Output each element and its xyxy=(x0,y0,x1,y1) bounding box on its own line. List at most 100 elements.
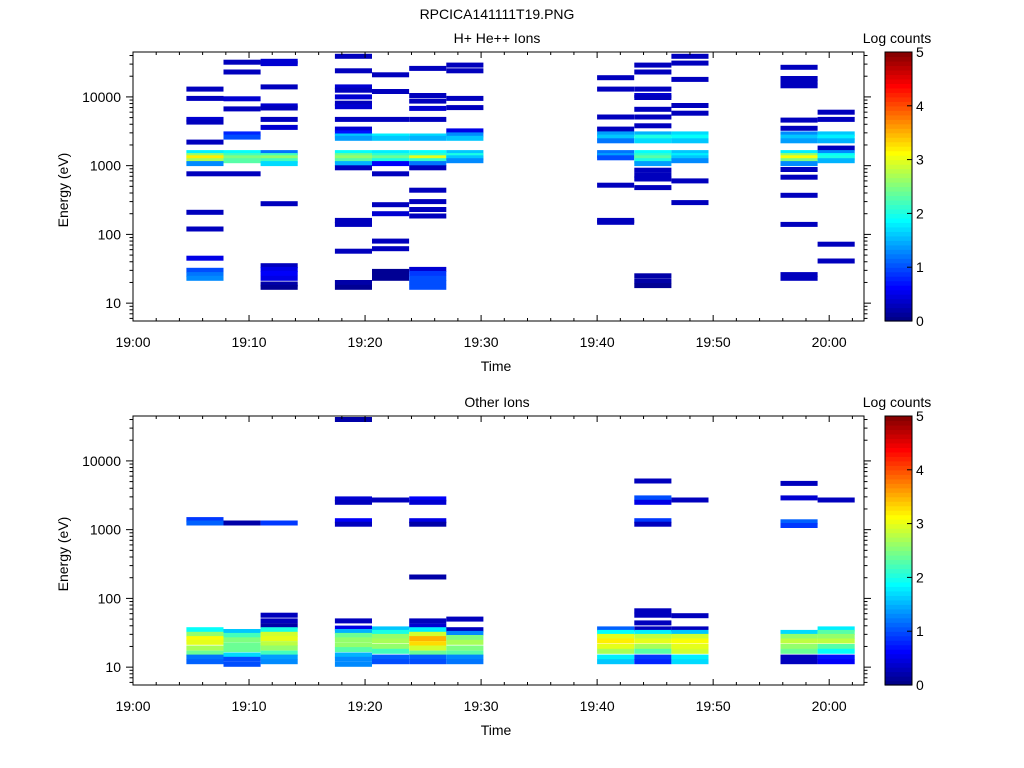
heatmap-cell xyxy=(372,202,410,208)
heatmap-cell xyxy=(634,158,672,164)
heatmap-cell xyxy=(446,132,484,138)
colorbar-tick-label: 5 xyxy=(916,408,924,424)
heatmap-cell xyxy=(334,116,372,122)
colorbar-swatch xyxy=(885,307,912,313)
heatmap-cell xyxy=(817,116,855,122)
heatmap-cell xyxy=(671,659,709,665)
heatmap-cell xyxy=(597,644,635,649)
heatmap-cell xyxy=(634,138,672,144)
heatmap-cell xyxy=(634,629,672,635)
heatmap-cell xyxy=(260,618,298,624)
heatmap-cell xyxy=(260,623,298,629)
heatmap-cell xyxy=(372,116,410,122)
heatmap-cell xyxy=(780,117,818,123)
colorbar-swatch xyxy=(885,483,912,489)
heatmap-cell xyxy=(186,155,224,161)
colorbar-swatch xyxy=(885,644,912,650)
heatmap-cell xyxy=(634,86,672,92)
heatmap-cell xyxy=(334,150,372,156)
x-tick-label: 20:00 xyxy=(812,698,847,714)
colorbar-swatch xyxy=(885,74,912,80)
heatmap-cell xyxy=(223,59,261,65)
heatmap-cell xyxy=(334,84,372,90)
heatmap-cell xyxy=(634,612,672,618)
heatmap-cell xyxy=(223,171,261,177)
heatmap-cell xyxy=(409,187,447,193)
heatmap-cell xyxy=(334,417,372,422)
heatmap-cell xyxy=(634,638,672,644)
heatmap-cell xyxy=(780,519,818,525)
colorbar-tick-label: 4 xyxy=(916,98,924,114)
heatmap-cell xyxy=(223,652,261,658)
heatmap-cell xyxy=(372,150,410,156)
heatmap-cell xyxy=(260,631,298,637)
heatmap-cell xyxy=(780,150,818,156)
heatmap-cell xyxy=(334,100,372,106)
colorbar-swatch xyxy=(885,119,912,125)
colorbar-swatch xyxy=(885,294,912,300)
heatmap-cell xyxy=(780,167,818,172)
colorbar-swatch xyxy=(885,563,912,570)
y-tick-label: 1000 xyxy=(90,522,121,538)
colorbar-tick-label: 2 xyxy=(916,569,924,585)
heatmap-cell xyxy=(334,656,372,662)
colorbar-swatch xyxy=(885,235,912,241)
colorbar-swatch xyxy=(885,604,912,610)
heatmap-cell xyxy=(223,158,261,164)
colorbar-swatch xyxy=(885,155,912,161)
colorbar-swatch xyxy=(885,132,912,138)
heatmap-cell xyxy=(409,496,447,502)
heatmap-cell xyxy=(597,86,635,92)
colorbar-swatch xyxy=(885,622,912,628)
panel-title: H+ He++ Ions xyxy=(454,30,541,46)
heatmap-cell xyxy=(780,644,818,649)
heatmap-cell xyxy=(446,95,484,101)
colorbar-swatch xyxy=(885,469,912,475)
colorbar: 0 1 2 3 4 5 xyxy=(884,408,924,693)
heatmap-cell xyxy=(223,96,261,102)
heatmap-cell xyxy=(817,109,855,115)
colorbar-tick-label: 2 xyxy=(916,205,924,221)
heatmap-cell xyxy=(634,644,672,649)
heatmap-cell xyxy=(334,165,372,171)
heatmap-cell xyxy=(260,636,298,642)
heatmap-cell xyxy=(223,647,261,653)
heatmap-cell xyxy=(260,520,298,526)
heatmap-cell xyxy=(372,268,410,274)
colorbar-swatch xyxy=(885,510,912,516)
heatmap-cell xyxy=(409,105,447,111)
heatmap-cell xyxy=(223,629,261,634)
heatmap-cell xyxy=(186,650,224,656)
heatmap-cell xyxy=(597,126,635,132)
heatmap-cell xyxy=(634,167,672,173)
heatmap-cell xyxy=(372,171,410,177)
heatmap-cell xyxy=(260,612,298,618)
heatmap-cell xyxy=(372,626,410,632)
heatmap-cell xyxy=(597,134,635,140)
heatmap-cell xyxy=(334,632,372,638)
heatmap-cell xyxy=(634,518,672,524)
heatmap-cell xyxy=(780,221,818,227)
heatmap-cell xyxy=(634,273,672,279)
colorbar-swatch xyxy=(885,599,912,605)
heatmap-cell xyxy=(817,497,855,503)
heatmap-cell xyxy=(334,652,372,658)
heatmap-cell xyxy=(634,172,672,178)
heatmap-cell xyxy=(817,659,855,665)
heatmap-cell xyxy=(817,644,855,649)
colorbar-swatch xyxy=(885,546,912,552)
axes: 19:00 19:10 19:20 19:30 19:40 19:50 20:00 10 100… xyxy=(82,415,871,714)
heatmap-cell xyxy=(260,284,298,290)
heatmap-cell xyxy=(186,267,224,273)
heatmap-cell xyxy=(671,134,709,140)
y-tick-label: 10000 xyxy=(82,453,121,469)
colorbar-swatch xyxy=(885,554,912,561)
heatmap-cell xyxy=(334,661,372,667)
heatmap-cell xyxy=(671,60,709,66)
colorbar-swatch xyxy=(885,199,912,206)
colorbar-swatch xyxy=(885,420,912,426)
heatmap-cell xyxy=(817,145,855,151)
heatmap-cell xyxy=(597,654,635,660)
heatmap-cell xyxy=(780,134,818,140)
